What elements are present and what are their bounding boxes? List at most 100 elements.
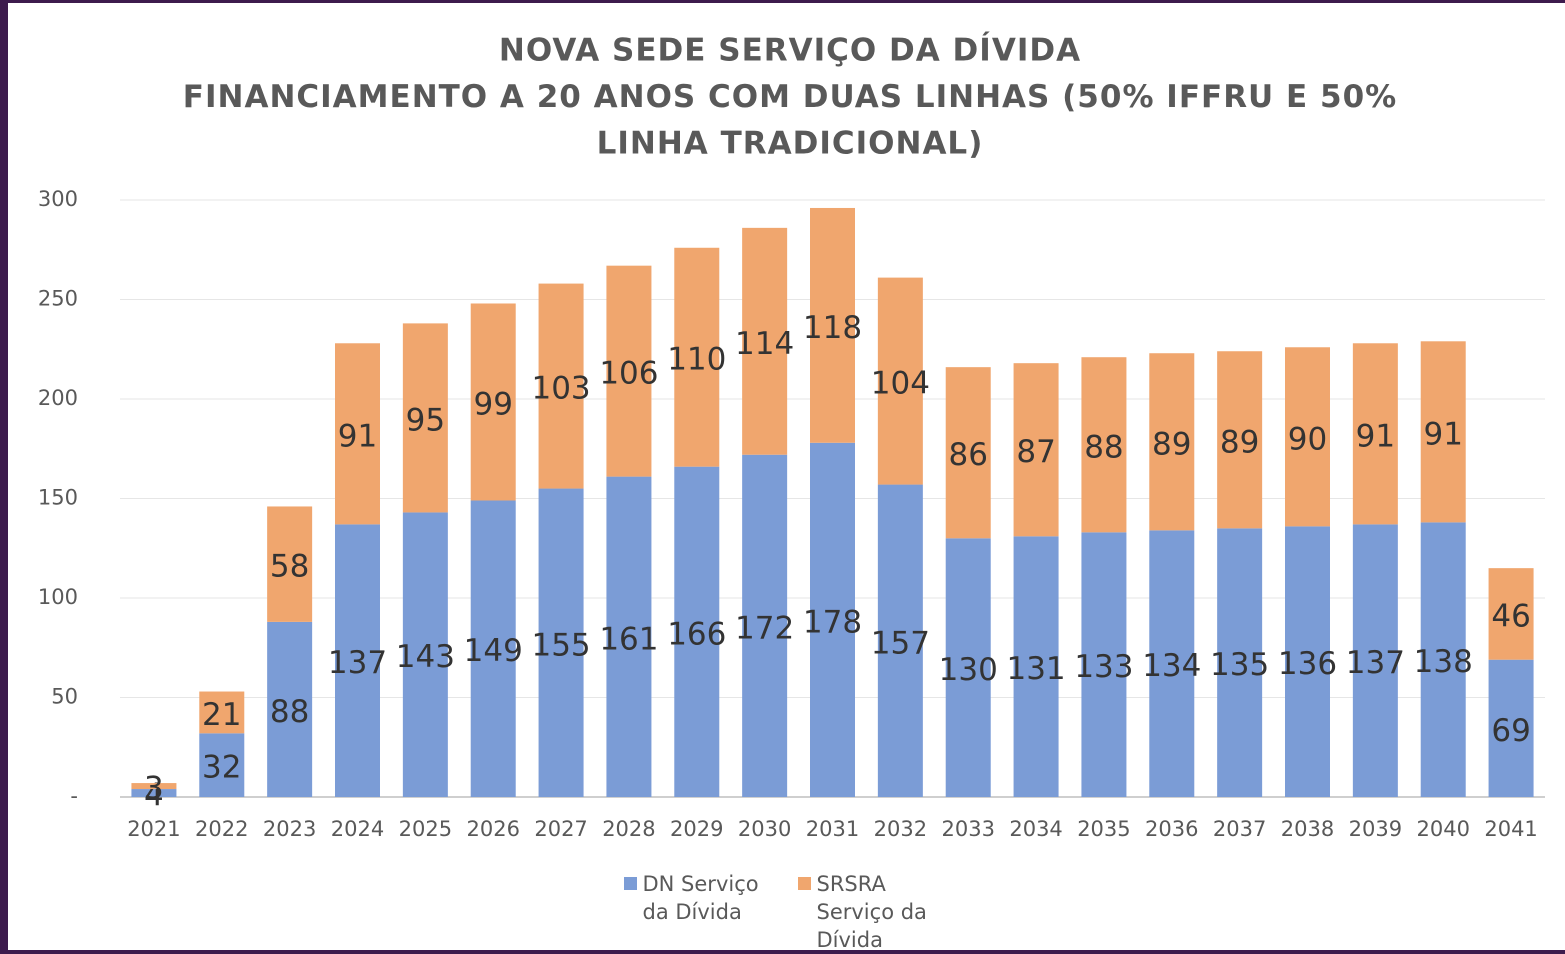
data-label: 135	[1210, 647, 1269, 683]
x-tick-label: 2040	[1416, 817, 1469, 841]
legend-label: SRSRA Serviço da Dívida	[816, 872, 927, 952]
x-tick-label: 2037	[1213, 817, 1266, 841]
bar-segment	[1217, 351, 1263, 529]
bar-segment	[267, 621, 313, 797]
x-tick-label: 2021	[127, 817, 180, 841]
bar-segment	[742, 227, 788, 455]
x-tick-label: 2032	[874, 817, 927, 841]
data-label: 88	[270, 694, 309, 730]
bar-segment	[810, 207, 855, 443]
y-tick-label: 150	[38, 486, 78, 510]
bar-segment	[335, 524, 380, 797]
bar-segment	[402, 323, 448, 513]
x-tick-label: 2029	[670, 817, 723, 841]
legend-swatch	[797, 877, 811, 890]
data-label: 138	[1414, 644, 1473, 680]
data-label: 89	[1220, 424, 1259, 460]
bar-segment	[1081, 357, 1127, 533]
x-tick-label: 2030	[738, 817, 791, 841]
data-label: 106	[599, 356, 658, 392]
y-tick-label: 200	[38, 386, 78, 410]
data-label: 91	[1356, 418, 1395, 454]
x-tick-label: 2023	[263, 817, 316, 841]
bar-segment	[1352, 343, 1398, 525]
bar-segment	[1352, 524, 1398, 797]
data-label: 58	[270, 549, 309, 585]
data-label: 134	[1142, 648, 1201, 684]
bar-segment	[538, 283, 584, 489]
data-label: 86	[948, 437, 987, 473]
x-tick-label: 2025	[399, 817, 452, 841]
bar-segment	[199, 691, 245, 734]
bar-segment	[1488, 568, 1534, 660]
bar-segment	[945, 367, 991, 539]
bar-segment	[1081, 532, 1127, 797]
bar-segment	[674, 466, 720, 797]
bar-segment	[1420, 341, 1466, 523]
data-label: 161	[599, 621, 658, 657]
bar-segment	[1149, 353, 1195, 531]
data-label: 149	[464, 633, 523, 669]
legend-label: DN Serviço da Dívida	[642, 872, 759, 924]
y-tick-label: -	[70, 784, 78, 808]
data-label: 87	[1016, 434, 1055, 470]
x-tick-label: 2039	[1349, 817, 1402, 841]
bar-segment	[606, 265, 652, 477]
legend-item: DN Serviço da Dívida	[623, 870, 768, 954]
bar-segment	[1488, 659, 1534, 797]
x-tick-label: 2041	[1484, 817, 1537, 841]
x-tick-label: 2022	[195, 817, 248, 841]
data-label: 136	[1278, 646, 1337, 682]
x-tick-label: 2027	[534, 817, 587, 841]
bar-segment	[945, 538, 991, 797]
x-tick-label: 2036	[1145, 817, 1198, 841]
bar-segment	[742, 454, 788, 797]
bar-segment	[810, 442, 855, 797]
data-label: 157	[871, 625, 930, 661]
data-label: 90	[1288, 421, 1327, 457]
bar-segment	[470, 500, 516, 797]
data-label: 155	[531, 627, 590, 663]
data-label: 110	[667, 342, 726, 378]
data-label: 166	[667, 616, 726, 652]
data-label: 95	[406, 402, 445, 438]
x-tick-label: 2026	[466, 817, 519, 841]
bar-segment	[1149, 530, 1195, 797]
data-label: 137	[1346, 645, 1405, 681]
data-label: 103	[531, 371, 590, 407]
bar-segment	[199, 733, 245, 797]
data-label: 3	[144, 771, 164, 807]
y-tick-label: 100	[38, 585, 78, 609]
bar-segment	[606, 476, 652, 797]
x-tick-label: 2028	[602, 817, 655, 841]
data-label: 130	[939, 652, 998, 688]
data-label: 118	[803, 310, 862, 346]
x-tick-label: 2038	[1281, 817, 1334, 841]
y-tick-label: 50	[51, 685, 78, 709]
chart-title: NOVA SEDE SERVIÇO DA DÍVIDA	[499, 33, 1081, 69]
chart-title: FINANCIAMENTO A 20 ANOS COM DUAS LINHAS …	[183, 79, 1397, 115]
y-tick-label: 250	[38, 287, 78, 311]
bar-segment	[402, 512, 448, 797]
data-label: 32	[202, 750, 241, 786]
data-label: 91	[338, 418, 377, 454]
chart-title: LINHA TRADICIONAL)	[597, 126, 984, 162]
data-label: 137	[328, 645, 387, 681]
data-label: 133	[1074, 649, 1133, 685]
bar-segment	[674, 247, 720, 467]
bar-segment	[131, 789, 177, 797]
x-tick-label: 2024	[331, 817, 384, 841]
bar-segment	[1217, 528, 1263, 797]
bar-segment	[267, 506, 313, 622]
data-label: 89	[1152, 426, 1191, 462]
data-label: 46	[1491, 598, 1530, 634]
data-label: 91	[1423, 416, 1462, 452]
legend-swatch	[623, 877, 637, 890]
data-label: 88	[1084, 429, 1123, 465]
x-tick-label: 2035	[1077, 817, 1130, 841]
x-tick-label: 2034	[1009, 817, 1062, 841]
y-tick-label: 300	[38, 187, 78, 211]
bar-segment	[877, 484, 923, 797]
